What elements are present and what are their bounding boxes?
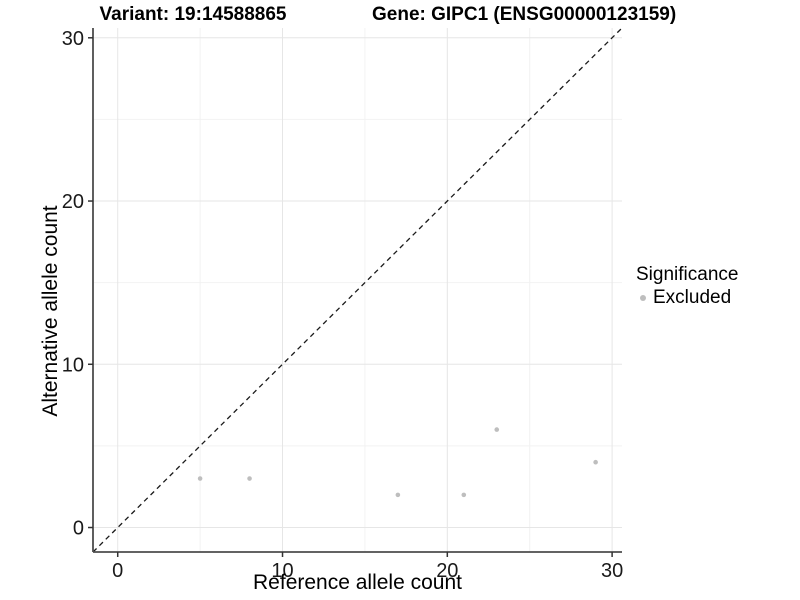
x-tick-label: 0 bbox=[112, 560, 123, 582]
legend-item: Excluded bbox=[636, 287, 796, 309]
x-tick-label: 30 bbox=[601, 560, 623, 582]
data-point bbox=[395, 492, 401, 498]
y-tick-label: 0 bbox=[73, 518, 84, 540]
identity-line bbox=[92, 27, 623, 553]
legend-item-label: Excluded bbox=[653, 287, 732, 308]
legend-title: Significance bbox=[636, 264, 739, 285]
x-tick-label: 10 bbox=[271, 560, 293, 582]
legend: Significance Excluded bbox=[636, 264, 796, 309]
y-tick-label: 30 bbox=[62, 28, 84, 50]
x-tick-label: 20 bbox=[436, 560, 458, 582]
y-tick-label: 20 bbox=[62, 191, 84, 213]
data-point bbox=[593, 459, 598, 465]
data-point bbox=[494, 427, 500, 432]
gene-title: Gene: GIPC1 (ENSG00000123159) bbox=[372, 4, 677, 25]
data-point bbox=[197, 476, 203, 481]
y-tick-label: 10 bbox=[62, 354, 84, 376]
data-point bbox=[247, 476, 252, 481]
y-axis-title: Alternative allele count bbox=[39, 205, 62, 417]
excluded-marker-icon bbox=[640, 295, 646, 301]
x-axis-title: Reference allele count bbox=[253, 571, 462, 594]
data-point bbox=[461, 492, 467, 498]
variant-title: Variant: 19:14588865 bbox=[99, 4, 287, 25]
